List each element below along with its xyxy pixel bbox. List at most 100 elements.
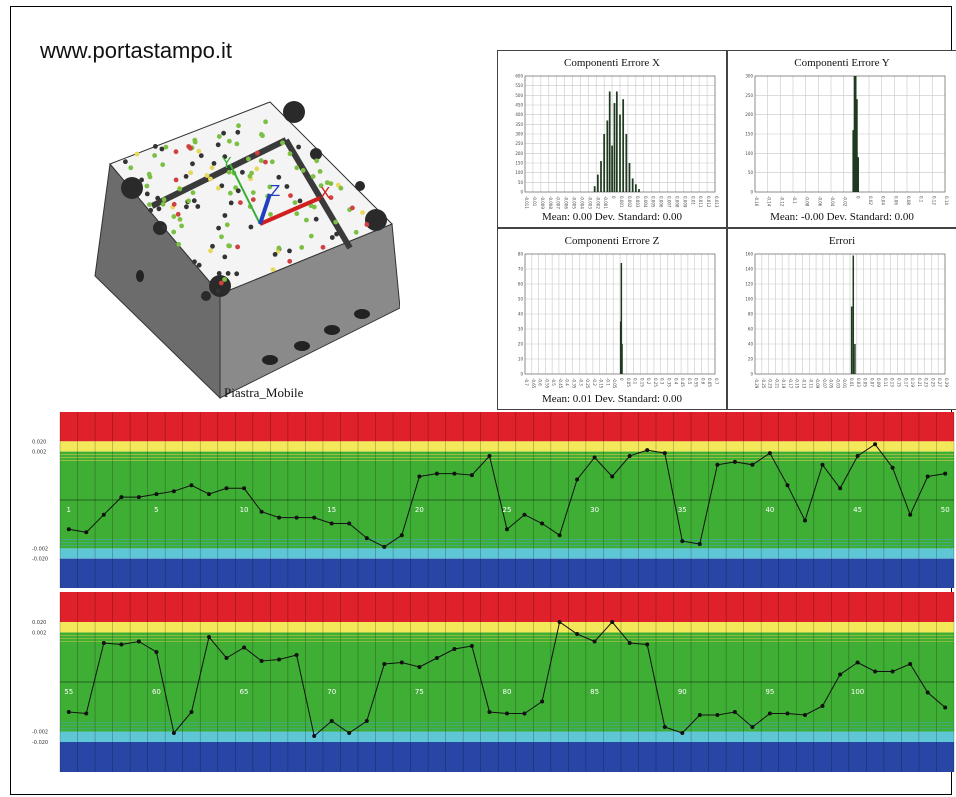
- measure-point: [350, 205, 355, 211]
- control-limit-label: 0.002: [32, 450, 46, 456]
- measure-point: [186, 144, 192, 149]
- hist-bar: [608, 91, 611, 192]
- hist-x-tick-label: -0.08: [805, 196, 810, 207]
- hist-bar: [854, 99, 858, 192]
- axis-z-label: Z: [270, 182, 280, 200]
- measure-point: [299, 245, 305, 250]
- hist-x-tick-label: 0.02: [868, 196, 873, 205]
- point-index-label: 65: [240, 688, 249, 696]
- hist-x-tick-label: -0.13: [802, 378, 807, 389]
- hist-y-tick-label: 450: [515, 103, 523, 108]
- data-point: [277, 515, 282, 520]
- hist-x-tick-label: 0.08: [906, 196, 911, 205]
- measure-point: [153, 144, 158, 149]
- hist-x-tick-label: 0.13: [890, 378, 895, 387]
- data-point: [207, 635, 211, 639]
- data-point: [592, 455, 597, 460]
- hist-bar: [852, 255, 855, 374]
- zone-red: [60, 412, 954, 442]
- data-point: [364, 719, 369, 723]
- control-limit-label: 0.020: [32, 439, 46, 445]
- measure-point: [226, 169, 232, 175]
- hist-x-tick-label: -0.002: [595, 196, 600, 209]
- axis-y-label: Y: [221, 154, 232, 172]
- measure-point: [294, 211, 300, 217]
- measure-point: [186, 198, 191, 204]
- measure-point: [292, 200, 298, 205]
- hist-x-tick-label: 0.07: [869, 378, 874, 387]
- measure-point: [215, 142, 221, 148]
- hist-bar: [615, 91, 618, 192]
- part-name-label: Piastra_Mobile: [224, 385, 304, 400]
- hist-x-tick-label: -0.05: [829, 378, 834, 389]
- data-point: [66, 527, 71, 532]
- hist-x-tick-label: 0.5: [687, 378, 692, 385]
- hist-x-tick-label: 0.21: [917, 378, 922, 387]
- measure-point: [159, 146, 165, 152]
- data-point: [803, 518, 807, 523]
- measure-point: [240, 169, 245, 175]
- hist-x-tick-label: -0.011: [524, 196, 529, 209]
- hist-x-tick-label: -0.02: [843, 196, 848, 207]
- data-point: [540, 699, 545, 704]
- hist-y-tick-label: 250: [515, 141, 523, 146]
- hist-x-tick-label: 0.11: [883, 378, 888, 387]
- measure-point: [216, 225, 222, 231]
- measure-point: [234, 271, 240, 277]
- data-point: [557, 533, 562, 538]
- data-point: [224, 656, 229, 660]
- measure-point: [221, 130, 227, 136]
- hist-x-tick-label: 0.004: [643, 196, 648, 208]
- hist-y-tick-label: 60: [748, 327, 754, 332]
- data-point: [715, 462, 720, 467]
- hist-x-tick-label: -0.001: [603, 196, 608, 209]
- measure-point: [161, 197, 167, 203]
- point-index-label: 60: [152, 688, 161, 696]
- data-point: [417, 665, 422, 669]
- data-point: [557, 620, 562, 624]
- axis-y-arrow: [229, 163, 261, 225]
- hist-x-tick-label: -0.1: [792, 196, 797, 204]
- zone-yellow: [60, 441, 954, 452]
- measure-point: [128, 165, 134, 171]
- hist-x-tick-label: -0.11: [808, 378, 813, 389]
- measure-point: [234, 141, 240, 147]
- data-point: [575, 632, 580, 636]
- hist-y-tick-label: 500: [515, 93, 523, 98]
- measure-point: [328, 195, 334, 200]
- hist-x-tick-label: 0.011: [698, 196, 703, 208]
- site-url[interactable]: www.portastampo.it: [40, 38, 232, 63]
- data-point: [224, 486, 229, 491]
- measure-point: [190, 161, 195, 167]
- hist-y-tick-label: 0: [750, 372, 753, 377]
- hist-x-tick-label: 0.15: [897, 378, 902, 387]
- control-limit-label: 0.020: [32, 620, 46, 626]
- measure-point: [317, 169, 323, 174]
- control-limit-label: -0.002: [32, 730, 48, 736]
- measure-point: [248, 224, 254, 230]
- measure-point: [227, 138, 232, 144]
- hist-x-tick-label: 0.05: [863, 378, 868, 387]
- data-point: [943, 471, 948, 476]
- hist-y-tick-label: 300: [515, 132, 523, 137]
- hist-x-tick-label: -0.7: [524, 378, 529, 386]
- rail-right: [283, 138, 353, 250]
- hist-x-tick-label: -0.29: [754, 378, 759, 389]
- hist-x-tick-label: 0.03: [856, 378, 861, 387]
- hist-x-tick-label: -0.006: [564, 196, 569, 209]
- data-point: [575, 477, 580, 482]
- hist-plot-area: [754, 253, 946, 375]
- measure-point: [218, 280, 224, 286]
- rail-top: [150, 137, 288, 209]
- hist-y-tick-label: 10: [518, 357, 524, 362]
- measure-point: [155, 195, 161, 201]
- point-index-label: 1: [67, 506, 71, 514]
- measure-point: [226, 243, 232, 249]
- data-point: [662, 451, 667, 456]
- measure-point: [250, 197, 256, 202]
- data-point: [207, 492, 211, 497]
- hist-x-tick-label: 0.002: [627, 196, 632, 208]
- hist-x-tick-label: -0.6: [538, 378, 543, 386]
- measure-point: [179, 223, 184, 229]
- data-point: [329, 719, 334, 723]
